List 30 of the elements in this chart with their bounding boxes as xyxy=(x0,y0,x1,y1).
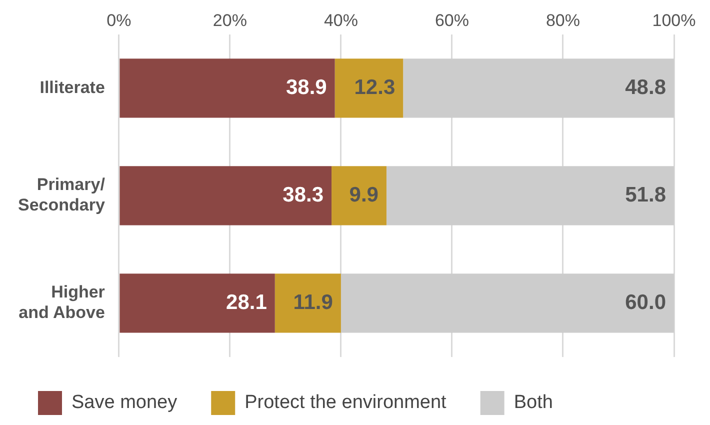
legend-label: Protect the environment xyxy=(244,392,448,414)
bar xyxy=(386,166,674,226)
data-label: 51.8 xyxy=(625,183,666,206)
x-tick-label: 40% xyxy=(324,10,358,30)
data-label: 38.9 xyxy=(286,76,327,99)
x-tick-label: 80% xyxy=(546,10,580,30)
bar xyxy=(120,166,332,226)
bar xyxy=(332,166,386,226)
data-label: 9.9 xyxy=(349,183,378,206)
y-tick-label: Illiterate xyxy=(40,78,105,97)
y-tick-label: Higher and Above xyxy=(18,282,106,322)
data-label: 11.9 xyxy=(293,291,333,314)
x-tick-label: 20% xyxy=(212,10,247,30)
data-label: 60.0 xyxy=(625,291,666,314)
bar xyxy=(120,274,275,333)
x-tick-label: 100% xyxy=(652,10,696,30)
legend-label: Both xyxy=(514,392,553,414)
bar xyxy=(120,58,335,118)
data-label: 38.3 xyxy=(282,183,324,206)
legend-label: Save money xyxy=(72,392,178,414)
y-tick-label: Primary/ Secondary xyxy=(18,175,106,215)
bar xyxy=(340,274,674,333)
bar xyxy=(403,58,674,118)
x-tick-label: 0% xyxy=(106,10,132,30)
x-tick-label: 60% xyxy=(434,10,469,30)
data-label: 48.8 xyxy=(625,76,666,99)
bar xyxy=(274,274,341,333)
bar xyxy=(334,58,404,118)
data-label: 28.1 xyxy=(226,291,268,314)
data-label: 12.3 xyxy=(354,76,396,99)
